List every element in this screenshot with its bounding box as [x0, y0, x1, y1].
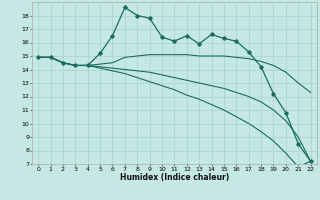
X-axis label: Humidex (Indice chaleur): Humidex (Indice chaleur) [120, 173, 229, 182]
